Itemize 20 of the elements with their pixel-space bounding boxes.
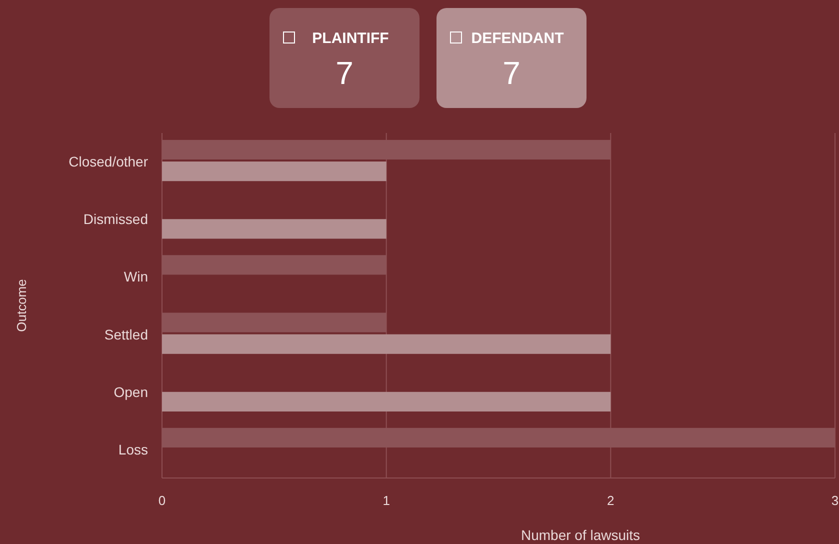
y-tick-label: Win: [124, 268, 148, 285]
bar: [162, 219, 386, 239]
y-tick-label: Open: [114, 384, 148, 400]
y-tick-label: Closed/other: [68, 154, 148, 170]
y-tick-label: Loss: [118, 441, 148, 458]
bar: [162, 162, 386, 182]
bar: [162, 392, 611, 412]
x-axis-title: Number of lawsuits: [520, 527, 640, 543]
y-tick-label: Settled: [104, 326, 148, 342]
y-axis-title: Outcome: [14, 279, 29, 332]
y-tick-label: Dismissed: [83, 211, 148, 228]
x-tick-label: 0: [158, 493, 166, 508]
text: 7: [502, 55, 520, 91]
bar: [162, 334, 611, 354]
x-tick-label: 3: [831, 493, 839, 508]
x-tick-label: 2: [607, 493, 614, 508]
x-tick-label: 1: [382, 493, 390, 508]
legend-label: PLAINTIFF: [312, 30, 389, 47]
text: 7: [336, 55, 354, 91]
legend-label: DEFENDANT: [471, 30, 564, 47]
